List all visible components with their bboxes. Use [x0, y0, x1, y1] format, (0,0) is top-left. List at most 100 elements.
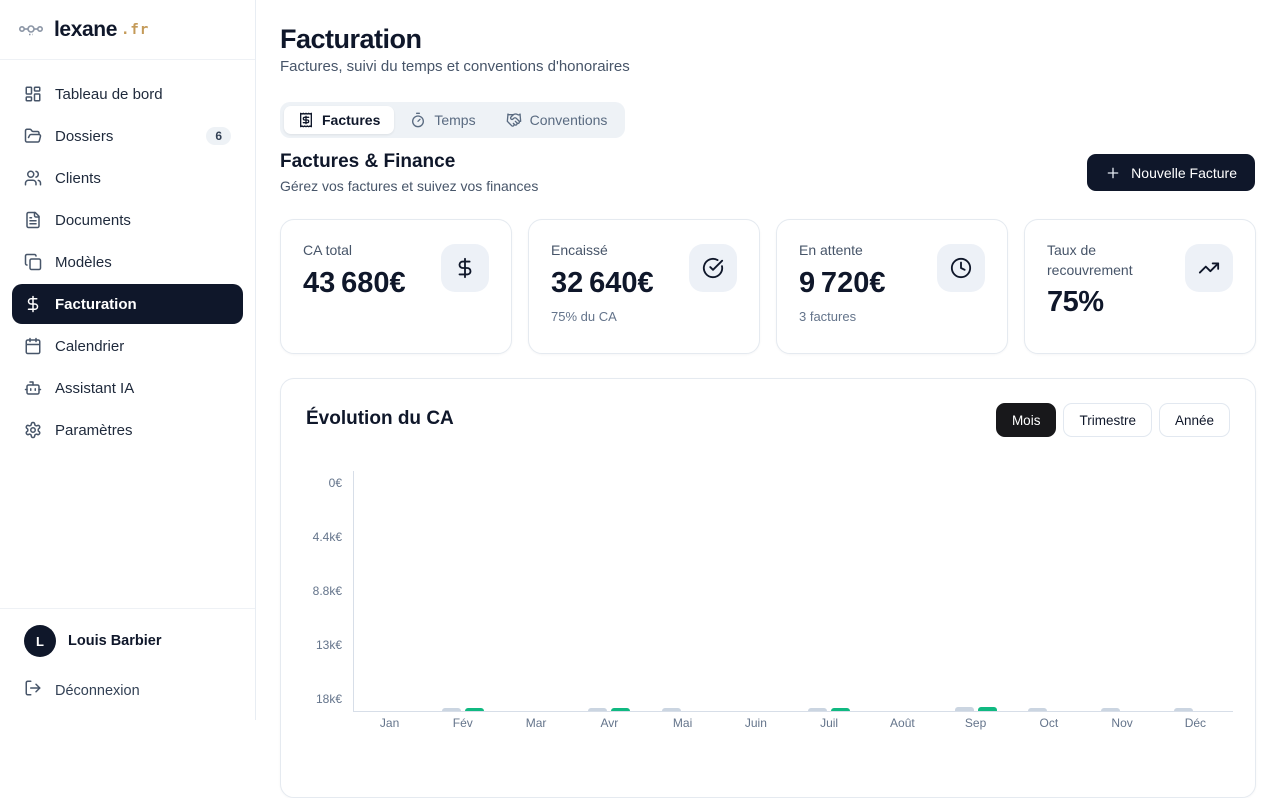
logout-button[interactable]: Déconnexion	[24, 679, 231, 702]
main-content: Facturation Factures, suivi du temps et …	[256, 0, 1280, 798]
bar-facture-Sep	[954, 707, 974, 711]
file-text-icon	[24, 211, 42, 229]
sidebar-item-modeles[interactable]: Modèles	[12, 242, 243, 282]
x-axis-label: Fév	[452, 716, 473, 730]
x-axis-label: Nov	[1111, 716, 1133, 730]
x-axis-label: Sep	[964, 716, 987, 730]
sidebar-item-tableau-de-bord[interactable]: Tableau de bord	[12, 74, 243, 114]
bar-facture-Juil	[808, 708, 828, 711]
logout-label: Déconnexion	[55, 682, 140, 699]
stat-card-en-attente: En attente 9 720€ 3 factures	[776, 219, 1008, 354]
sidebar-item-label: Paramètres	[55, 421, 133, 439]
sidebar-item-label: Tableau de bord	[55, 85, 163, 103]
sidebar-item-label: Assistant IA	[55, 379, 135, 397]
y-axis-tick: 0€	[328, 476, 342, 490]
range-button-annee[interactable]: Année	[1158, 403, 1230, 437]
x-axis-label: Juin	[744, 716, 767, 730]
range-button-mois[interactable]: Mois	[995, 403, 1057, 437]
handshake-icon	[506, 112, 522, 128]
x-axis-label: Juil	[820, 716, 839, 730]
network-nodes-icon	[18, 21, 44, 39]
x-axis-label: Mai	[672, 716, 693, 730]
tab-label: Conventions	[529, 112, 608, 128]
bar-facture-Nov	[1101, 708, 1121, 711]
dollar-icon	[24, 295, 42, 313]
y-axis-line	[353, 471, 354, 711]
sidebar-item-label: Clients	[55, 169, 101, 187]
y-axis-tick: 4.4k€	[312, 530, 342, 544]
sidebar-nav: Tableau de bord Dossiers 6 Clients Docum…	[0, 60, 255, 466]
bot-icon	[24, 379, 42, 397]
bar-encaisse-Juil	[831, 708, 851, 711]
logout-icon	[24, 679, 42, 702]
chart-title: Évolution du CA	[306, 408, 454, 429]
tab-label: Factures	[322, 112, 381, 128]
user-name: Louis Barbier	[68, 633, 162, 649]
check-circle-icon	[689, 244, 737, 292]
page-title: Facturation	[280, 24, 422, 54]
sidebar-item-clients[interactable]: Clients	[12, 158, 243, 198]
stat-card-taux-recouvrement: Taux de recouvrement 75%	[1024, 219, 1256, 354]
receipt-icon	[298, 112, 314, 128]
stats-row: CA total 43 680€ Encaissé 32 640€ 75% du…	[280, 219, 1256, 354]
bar-facture-Mai	[661, 708, 681, 711]
stat-value: 32 640€	[551, 266, 654, 299]
stat-sub: 75% du CA	[551, 308, 617, 324]
calendar-icon	[24, 337, 42, 355]
plus-icon	[1105, 165, 1121, 181]
sidebar: lexane .fr Tableau de bord Dossiers 6 Cl…	[0, 0, 256, 720]
stat-sub: 3 factures	[799, 308, 857, 324]
bar-facture-Fév	[441, 708, 461, 711]
range-button-trimestre[interactable]: Trimestre	[1063, 403, 1152, 437]
tab-temps[interactable]: Temps	[396, 106, 489, 134]
x-axis-label: Avr	[600, 716, 619, 730]
sidebar-item-assistant-ia[interactable]: Assistant IA	[12, 368, 243, 408]
stat-value: 43 680€	[303, 266, 406, 299]
dollar-icon	[441, 244, 489, 292]
sidebar-item-label: Dossiers	[55, 127, 114, 145]
dossiers-count-badge: 6	[206, 127, 231, 145]
y-axis-tick: 13k€	[315, 638, 342, 652]
sidebar-item-label: Calendrier	[55, 337, 125, 355]
sidebar-item-facturation[interactable]: Facturation	[12, 284, 243, 324]
chart-range-buttons: Mois Trimestre Année	[995, 403, 1230, 437]
stat-card-ca-total: CA total 43 680€	[280, 219, 512, 354]
tab-bar: Factures Temps Conventions	[280, 102, 626, 138]
clock-icon	[937, 244, 985, 292]
tab-factures[interactable]: Factures	[284, 106, 395, 134]
copy-icon	[24, 253, 42, 271]
dashboard-icon	[24, 85, 42, 103]
users-icon	[24, 169, 42, 187]
stat-label: Taux de recouvrement	[1047, 242, 1133, 278]
tab-conventions[interactable]: Conventions	[492, 106, 622, 134]
page-subtitle: Factures, suivi du temps et conventions …	[280, 58, 630, 75]
stat-label: CA total	[303, 242, 353, 258]
brand-logo[interactable]: lexane .fr	[0, 0, 255, 60]
timer-icon	[410, 112, 426, 128]
sidebar-item-label: Documents	[55, 211, 131, 229]
trending-up-icon	[1185, 244, 1233, 292]
brand-name: lexane	[54, 18, 117, 41]
user-row: L Louis Barbier	[24, 625, 231, 657]
sidebar-item-parametres[interactable]: Paramètres	[12, 410, 243, 450]
sidebar-item-calendrier[interactable]: Calendrier	[12, 326, 243, 366]
tab-label: Temps	[434, 112, 476, 128]
bar-encaisse-Fév	[464, 708, 484, 711]
x-axis-label: Oct	[1039, 716, 1059, 730]
sidebar-footer: L Louis Barbier Déconnexion	[0, 608, 255, 720]
stat-value: 75%	[1047, 286, 1104, 319]
folder-icon	[24, 127, 42, 145]
bar-facture-Avr	[588, 708, 608, 711]
y-axis-tick: 8.8k€	[312, 584, 342, 598]
section-subtitle: Gérez vos factures et suivez vos finance…	[280, 178, 539, 194]
sidebar-item-label: Modèles	[55, 253, 112, 271]
bar-encaisse-Sep	[977, 707, 997, 711]
x-axis-line	[353, 711, 1233, 712]
chart-card: Évolution du CA Mois Trimestre Année 0€ 4…	[280, 378, 1256, 798]
new-invoice-button[interactable]: Nouvelle Facture	[1087, 154, 1255, 191]
sidebar-item-dossiers[interactable]: Dossiers 6	[12, 116, 243, 156]
avatar: L	[24, 625, 56, 657]
sidebar-item-documents[interactable]: Documents	[12, 200, 243, 240]
section-title: Factures & Finance	[280, 151, 456, 172]
brand-tld: .fr	[120, 22, 150, 38]
